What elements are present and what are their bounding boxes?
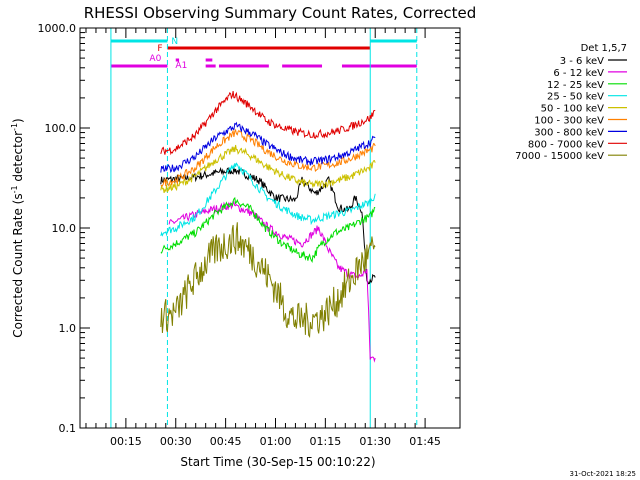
x-axis: 00:15 00:30 00:45 01:00 01:15 01:30 01:45 (85, 28, 441, 448)
series-line (160, 144, 376, 194)
legend-label: 100 - 300 keV (534, 116, 604, 127)
series-line (160, 166, 376, 285)
flag-label: A0 (149, 54, 161, 64)
x-tick-label: 00:15 (110, 435, 142, 448)
x-tick-label: 00:45 (210, 435, 242, 448)
flag-label: F (157, 44, 162, 54)
chart-title: RHESSI Observing Summary Count Rates, Co… (84, 4, 477, 22)
series-line (160, 128, 376, 187)
legend-label: 6 - 12 keV (553, 68, 604, 79)
series-line (160, 196, 376, 264)
series-line (160, 91, 376, 156)
y-axis-label: Corrected Count Rate (s-1 detector-1) (10, 118, 25, 337)
x-tick-label: 01:15 (310, 435, 342, 448)
y-tick-label: 100.0 (45, 122, 77, 135)
y-tick-label: 10.0 (52, 222, 77, 235)
footer-date: 31-Oct-2021 18:25 (570, 470, 636, 478)
vertical-markers (110, 28, 418, 428)
flag-label: N (171, 37, 178, 47)
y-tick-label: 1.0 (59, 322, 77, 335)
y-tick-label: 1000.0 (38, 22, 77, 35)
series-line (160, 121, 376, 173)
x-tick-label: 01:00 (260, 435, 292, 448)
y-axis: 0.1 1.0 10.0 100.0 1000.0 (38, 22, 460, 435)
legend-label: 3 - 6 keV (560, 56, 604, 67)
legend-label: 50 - 100 keV (541, 104, 605, 115)
x-tick-label: 01:45 (409, 435, 441, 448)
x-tick-label: 00:30 (160, 435, 192, 448)
y-tick-label: 0.1 (59, 422, 77, 435)
legend-label: 300 - 800 keV (534, 127, 604, 138)
legend-label: 7000 - 15000 keV (515, 151, 604, 162)
series-line (160, 222, 376, 338)
x-tick-label: 01:30 (359, 435, 391, 448)
flag-label: A1 (175, 61, 187, 71)
series-line (160, 162, 376, 237)
series-line (168, 200, 376, 363)
legend-label: 25 - 50 keV (547, 92, 604, 103)
data-series (160, 91, 376, 363)
legend-label: 12 - 25 keV (547, 80, 604, 91)
legend-title: Det 1,5,7 (581, 43, 627, 54)
legend-label: 800 - 7000 keV (528, 139, 604, 150)
x-axis-label: Start Time (30-Sep-15 00:10:22) (180, 455, 375, 469)
